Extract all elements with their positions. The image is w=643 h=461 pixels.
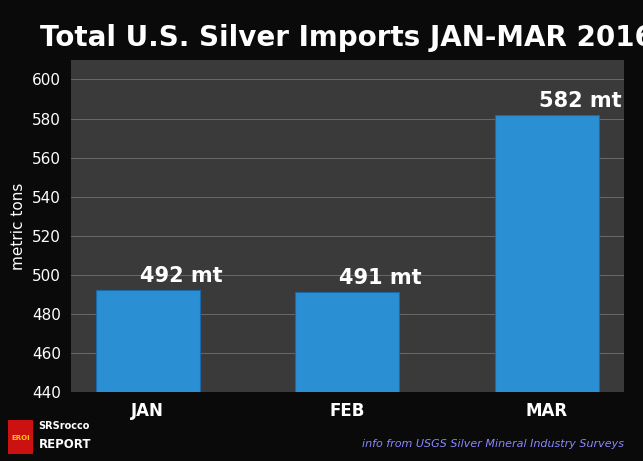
Bar — [495, 115, 599, 461]
Text: 491 mt: 491 mt — [340, 268, 422, 289]
Bar — [96, 290, 199, 461]
Text: SRSrocco: SRSrocco — [39, 421, 90, 431]
Text: EROI: EROI — [12, 435, 30, 441]
Text: 492 mt: 492 mt — [140, 266, 222, 286]
Text: info from USGS Silver Mineral Industry Surveys: info from USGS Silver Mineral Industry S… — [362, 439, 624, 449]
Title: Total U.S. Silver Imports JAN-MAR 2016: Total U.S. Silver Imports JAN-MAR 2016 — [41, 24, 643, 52]
Y-axis label: metric tons: metric tons — [12, 182, 26, 270]
Text: REPORT: REPORT — [39, 438, 91, 451]
Text: 582 mt: 582 mt — [539, 91, 621, 111]
FancyBboxPatch shape — [8, 420, 33, 454]
Bar — [295, 292, 399, 461]
